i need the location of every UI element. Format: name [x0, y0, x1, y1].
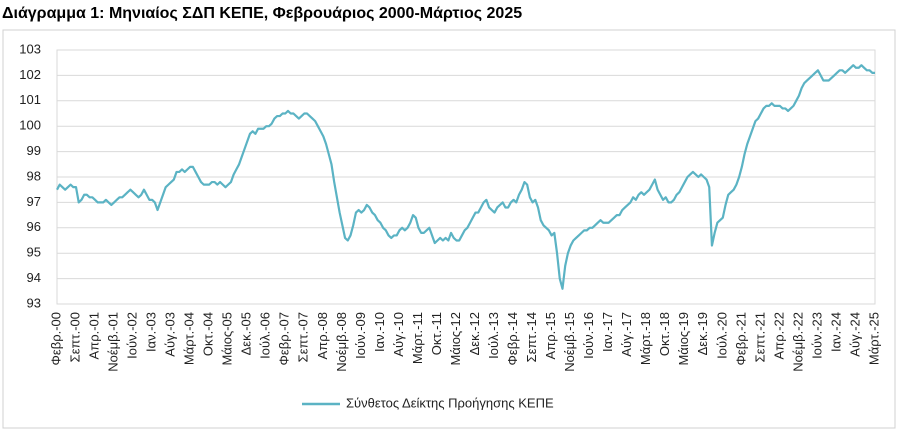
x-tick-label: Απρ.-22	[771, 312, 786, 359]
x-tick-label: Σεπτ.-21	[752, 312, 767, 362]
x-tick-label: Δεκ.-19	[695, 312, 710, 355]
x-tick-label: Μάρτ.-25	[866, 312, 881, 365]
x-tick-label: Σεπτ.-00	[67, 312, 82, 362]
x-tick-label: Οκτ.-04	[201, 312, 216, 356]
y-tick-label: 100	[19, 118, 41, 133]
y-tick-label: 96	[27, 219, 41, 234]
x-tick-label: Ιούλ.-20	[714, 312, 729, 359]
x-tick-label: Ιούλ.-13	[486, 312, 501, 359]
x-tick-label: Απρ.-15	[543, 312, 558, 359]
x-tick-label: Μάρτ.-18	[638, 312, 653, 365]
x-tick-label: Δεκ.-12	[467, 312, 482, 355]
x-tick-label: Σεπτ.-14	[524, 312, 539, 362]
x-tick-label: Μάιος-12	[448, 312, 463, 366]
y-tick-label: 95	[27, 245, 41, 260]
y-tick-label: 99	[27, 143, 41, 158]
x-tick-label: Ιούν.-02	[125, 312, 140, 359]
x-tick-label: Αύγ.-03	[163, 312, 178, 357]
x-tick-label: Ιαν.-03	[144, 312, 159, 352]
x-tick-label: Οκτ.-11	[429, 312, 444, 355]
x-tick-label: Μάιος-05	[220, 312, 235, 366]
x-tick-label: Ιαν.-24	[828, 312, 843, 352]
x-tick-label: Σεπτ.-07	[296, 312, 311, 362]
x-tick-label: Μάρτ.-11	[410, 312, 425, 364]
x-tick-label: Δεκ.-05	[239, 312, 254, 355]
x-tick-label: Ιούν.-09	[353, 312, 368, 359]
chart-title: Διάγραμμα 1: Μηνιαίος ΣΔΠ ΚΕΠΕ, Φεβρουάρ…	[2, 5, 522, 22]
x-tick-label: Μάρτ.-04	[182, 312, 197, 365]
x-tick-label: Ιούλ.-06	[258, 312, 273, 359]
x-tick-label: Αύγ.-17	[619, 312, 634, 357]
y-tick-label: 94	[27, 270, 41, 285]
data-line	[56, 64, 875, 290]
y-tick-label: 98	[27, 168, 41, 183]
x-tick-label: Αύγ.-24	[847, 312, 862, 357]
x-tick-label: Μάιος-19	[676, 312, 691, 366]
x-tick-label: Φεβρ.-14	[505, 312, 520, 365]
chart-frame	[2, 29, 896, 429]
x-tick-label: Νοέμβ.-22	[790, 312, 805, 372]
x-tick-label: Νοέμβ.-08	[334, 312, 349, 372]
x-tick-label: Αύγ.-10	[391, 312, 406, 357]
y-tick-label: 97	[27, 194, 41, 209]
x-tick-label: Νοέμβ.-01	[106, 312, 121, 372]
x-tick-label: Φεβρ.-07	[277, 312, 292, 365]
y-tick-label: 93	[27, 295, 41, 310]
y-tick-label: 102	[19, 67, 41, 82]
x-tick-label: Απρ.-08	[315, 312, 330, 359]
x-tick-label: Ιούν.-23	[809, 312, 824, 359]
x-tick-label: Απρ.-01	[86, 312, 101, 359]
y-tick-label: 103	[19, 41, 41, 56]
y-tick-label: 101	[19, 92, 41, 107]
x-tick-label: Φεβρ.-00	[48, 312, 63, 365]
legend-label: Σύνθετος Δείκτης Προήγησης ΚΕΠΕ	[346, 395, 554, 410]
x-tick-label: Νοέμβ.-15	[562, 312, 577, 372]
x-tick-label: Ιαν.-10	[372, 312, 387, 352]
x-tick-label: Φεβρ.-21	[733, 312, 748, 365]
x-tick-label: Οκτ.-18	[657, 312, 672, 356]
x-tick-label: Ιούν.-16	[581, 312, 596, 359]
x-tick-label: Ιαν.-17	[600, 312, 615, 352]
